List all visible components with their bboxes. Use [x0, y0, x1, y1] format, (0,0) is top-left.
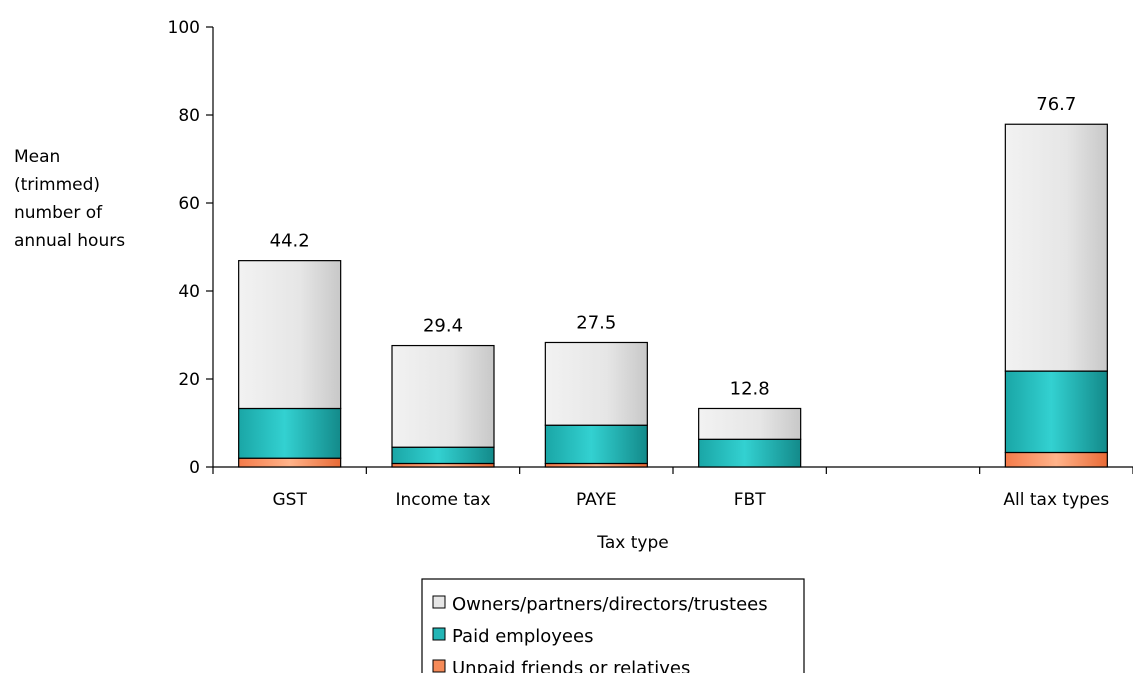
bar-segment [1004, 123, 1108, 372]
legend-label: Owners/partners/directors/trustees [452, 594, 768, 615]
legend: Owners/partners/directors/trustees Paid e… [421, 578, 805, 673]
legend-swatch [432, 659, 446, 673]
legend-swatch [432, 627, 446, 641]
y-tick-label: 20 [178, 370, 200, 390]
y-tick-label: 0 [189, 458, 200, 478]
x-category-label: PAYE [576, 490, 617, 510]
bar-segment [544, 341, 648, 426]
y-axis: 0 20 40 60 80 100 [168, 18, 214, 478]
bar-segment [391, 344, 495, 448]
y-tick-label: 40 [178, 282, 200, 302]
bar-segment [238, 260, 342, 410]
bar-segment [1004, 370, 1108, 454]
bar-total-label: 76.7 [1036, 94, 1076, 115]
bar-segment [238, 457, 342, 468]
x-category-label: All tax types [1003, 490, 1109, 510]
y-axis-title: Mean (trimmed) number of annual hours [14, 147, 125, 251]
bars [238, 123, 1108, 468]
bar-total-label: 12.8 [730, 378, 770, 399]
bar-total-label: 44.2 [270, 231, 310, 252]
bar-segment [391, 446, 495, 465]
bar-segment [698, 438, 802, 468]
legend-label: Paid employees [452, 626, 593, 647]
bar-segment [238, 407, 342, 459]
y-axis-title-line: number of [14, 203, 103, 223]
y-axis-title-line: Mean [14, 147, 60, 167]
bar-total-label: 29.4 [423, 316, 463, 337]
x-category-label: FBT [734, 490, 766, 510]
y-tick-label: 60 [178, 194, 200, 214]
bar-total-label: 27.5 [576, 312, 616, 333]
y-axis-title-line: (trimmed) [14, 175, 100, 195]
legend-box [421, 578, 805, 673]
y-tick-label: 100 [168, 18, 200, 38]
y-tick-label: 80 [178, 106, 200, 126]
legend-swatch [432, 595, 446, 609]
bar-segment [544, 424, 648, 465]
x-axis: GST Income tax PAYE FBT All tax types [212, 466, 1133, 510]
x-category-label: Income tax [395, 490, 490, 510]
x-axis-title: Tax type [596, 533, 668, 553]
data-labels: 44.2 29.4 27.5 12.8 76.7 [270, 94, 1077, 399]
y-axis-title-line: annual hours [14, 231, 125, 251]
x-category-label: GST [272, 490, 307, 510]
bar-segment [698, 407, 802, 440]
legend-label: Unpaid friends or relatives [452, 658, 690, 673]
bar-segment [1004, 451, 1108, 468]
